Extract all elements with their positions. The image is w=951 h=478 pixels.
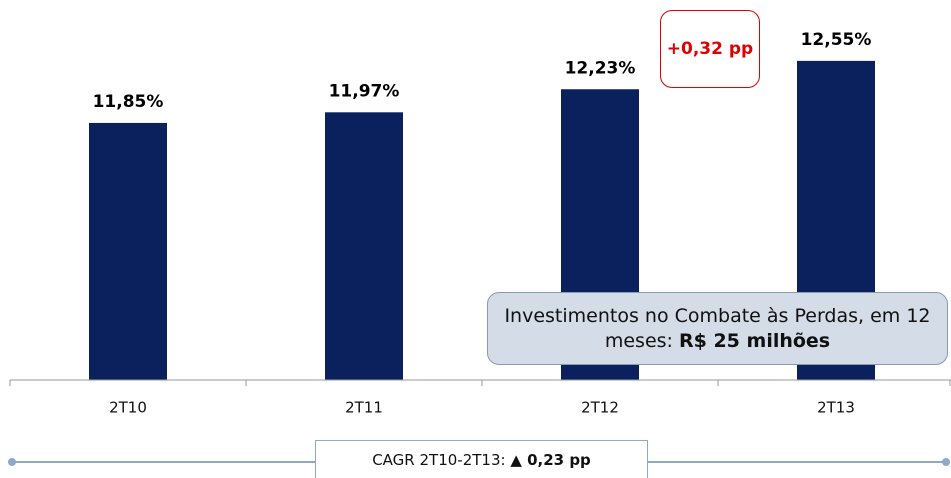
- value-label: 12,55%: [801, 30, 872, 50]
- delta-annotation: +0,32 pp: [660, 10, 760, 88]
- value-label: 12,23%: [565, 58, 636, 78]
- investment-annotation: Investimentos no Combate às Perdas, em 1…: [487, 292, 948, 365]
- annotation-bold: R$ 25 milhões: [679, 330, 831, 352]
- decor-dot: [942, 458, 950, 466]
- value-label: 11,97%: [329, 81, 400, 101]
- x-tick-label: 2T12: [581, 399, 619, 417]
- bar: [89, 122, 167, 381]
- value-label: 11,85%: [93, 92, 164, 112]
- annotation-text: Investimentos no Combate às Perdas, em 1…: [504, 305, 931, 352]
- bar: [325, 112, 403, 380]
- x-tick-label: 2T11: [345, 399, 383, 417]
- x-tick-label: 2T10: [109, 399, 147, 417]
- annotation-text: CAGR 2T10-2T13:: [372, 451, 506, 469]
- cagr-annotation: CAGR 2T10-2T13: ▲ 0,23 pp: [315, 440, 648, 478]
- annotation-bold: ▲ 0,23 pp: [510, 451, 591, 469]
- x-tick-label: 2T13: [817, 399, 855, 417]
- decor-dot: [8, 458, 16, 466]
- annotation-text: +0,32 pp: [666, 39, 754, 59]
